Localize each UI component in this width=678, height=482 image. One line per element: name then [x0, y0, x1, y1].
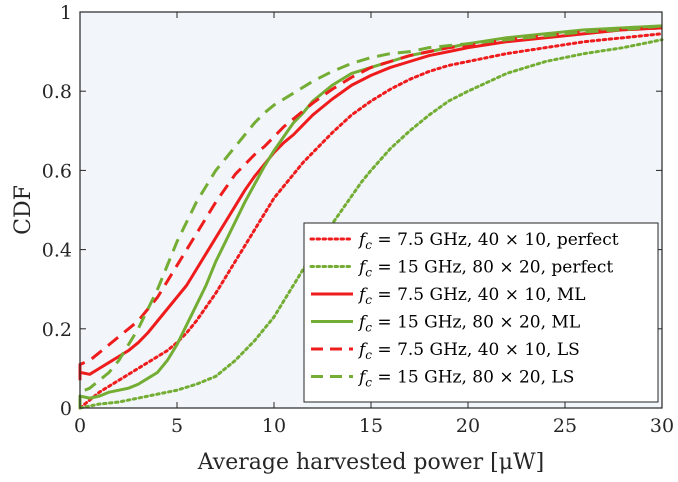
y-tick-label: 0.4	[42, 240, 72, 262]
series-line-5	[78, 26, 663, 373]
ticks-layer: 0 5 10 15 20 25 30 0 0.2 0.4 0.6 0.8 1	[42, 2, 674, 437]
legend-label-4: fc = 15 GHz, 80 × 20, ML	[357, 313, 580, 335]
x-tick-label: 0	[74, 415, 86, 437]
series-line-6	[78, 24, 663, 408]
x-tick-label: 25	[553, 415, 577, 437]
x-tick-label: 10	[262, 415, 286, 437]
y-tick-label: 0.6	[42, 160, 72, 182]
x-tick-label: 5	[171, 415, 183, 437]
x-tick-label: 20	[456, 415, 480, 437]
y-tick-label: 0	[60, 398, 72, 420]
x-tick-label: 15	[359, 415, 383, 437]
y-tick-label: 0.8	[42, 81, 72, 103]
x-tick-label: 30	[650, 415, 674, 437]
legend-label-5: fc = 7.5 GHz, 40 × 10, LS	[357, 340, 580, 362]
y-tick-label: 0.2	[42, 319, 72, 341]
y-tick-label: 1	[60, 2, 72, 24]
legend-label-2: fc = 15 GHz, 80 × 20, perfect	[357, 258, 613, 280]
series-line-1	[78, 32, 664, 410]
y-axis-title: CDF	[11, 185, 36, 235]
legend-label-3: fc = 7.5 GHz, 40 × 10, ML	[357, 285, 586, 307]
legend: fc = 7.5 GHz, 40 × 10, perfect fc = 15 GH…	[303, 222, 659, 403]
legend-label-6: fc = 15 GHz, 80 × 20, LS	[357, 368, 574, 390]
legend-box	[303, 222, 659, 403]
legend-label-1: fc = 7.5 GHz, 40 × 10, perfect	[357, 230, 619, 252]
x-axis-title: Average harvested power [μW]	[197, 450, 544, 475]
series-line-3	[78, 26, 663, 381]
